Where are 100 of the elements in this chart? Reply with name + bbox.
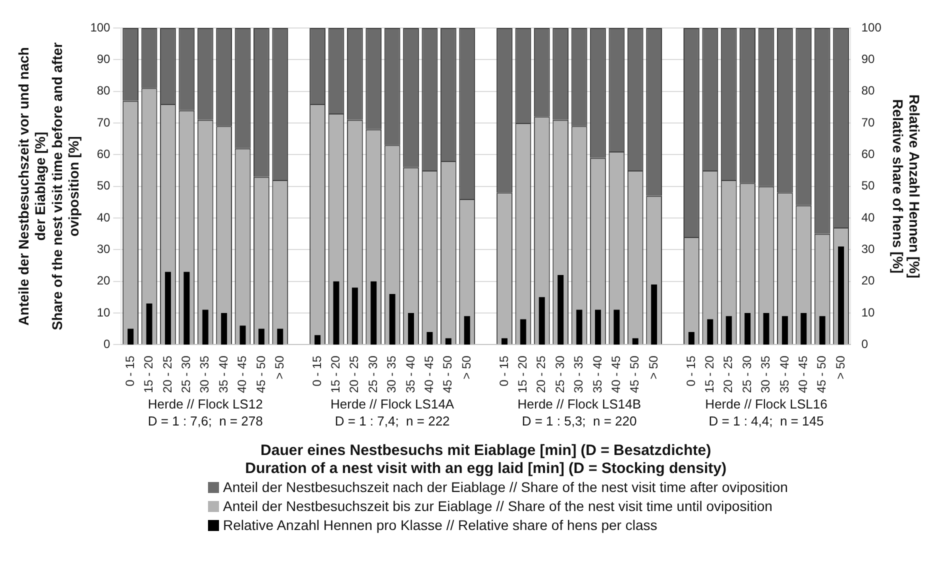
bar (370, 281, 377, 345)
bar (277, 328, 284, 345)
bar (426, 332, 433, 345)
bar (782, 316, 788, 345)
bar (707, 319, 714, 345)
bar (520, 319, 526, 345)
y-tick-label: 40 (96, 210, 111, 224)
legend-label: Relative Anzahl Hennen pro Klasse // Relative share of hens per class (223, 516, 658, 535)
bar (800, 312, 807, 345)
y2-tick-label: 50 (861, 178, 876, 193)
y2-tick-label: 30 (861, 242, 876, 256)
bar (594, 310, 601, 345)
x-tick-label: 45 - 50 (440, 355, 455, 393)
bar (464, 316, 470, 345)
x-tick-label: 0 - 15 (310, 355, 324, 386)
x-tick-label: > 50 (272, 355, 286, 380)
x-tick-label: 25 - 30 (366, 355, 380, 393)
y2-tick-label: 40 (861, 210, 876, 224)
bar (314, 335, 321, 345)
text: Herde // Flock LS12 D = 1 : 7,6; n = 278 (148, 396, 263, 429)
x-tick-label: > 50 (833, 355, 848, 380)
bar (258, 328, 264, 345)
bar (538, 297, 545, 345)
x-tick-label: 35 - 40 (216, 355, 230, 393)
x-tick-label: > 50 (459, 355, 474, 380)
x-tick-label: 15 - 20 (328, 355, 343, 393)
x-tick-label: 15 - 20 (516, 355, 530, 393)
y-tick-label: 50 (96, 178, 111, 193)
x-tick-label: 45 - 50 (254, 355, 268, 393)
bar (352, 288, 358, 345)
x-tick-label: 30 - 35 (198, 355, 212, 393)
y-tick-label: 10 (96, 305, 111, 320)
bar (445, 338, 452, 345)
x-tick-label: 20 - 25 (534, 355, 548, 393)
x-tick-label: 0 - 15 (684, 355, 698, 386)
bar (408, 312, 414, 345)
y-tick-label: 30 (96, 242, 111, 256)
bar (819, 316, 826, 345)
y2-tick-label: 10 (861, 305, 876, 320)
y-axis-title: Anteile der Nestbesuchszeit vor und nach der Eiablage [%] Share of the nest visit time before and after oviposition [%] (15, 42, 82, 330)
x-tick-label: 20 - 25 (721, 355, 736, 393)
y2-axis-title: Relative Anzahl Hennen [%] Relative share of hens [%] (890, 94, 923, 278)
y-tick-label: 100 (90, 20, 111, 34)
legend-label: Anteil der Nestbesuchszeit nach der Eiablage // Share of the nest visit time after oviposition (223, 478, 788, 497)
x-tick-label: > 50 (646, 355, 660, 380)
bar (221, 312, 228, 345)
bar (726, 316, 732, 345)
bar (576, 310, 582, 345)
bar (333, 281, 340, 345)
x-tick-label: 40 - 45 (796, 355, 810, 393)
x-tick-label: 35 - 40 (590, 355, 604, 393)
text: Herde // Flock LS14A D = 1 : 7,4; n = 222 (330, 396, 454, 429)
x-tick-label: 15 - 20 (702, 355, 716, 393)
bar (614, 310, 620, 345)
bar (632, 338, 638, 345)
y2-tick-label: 100 (861, 20, 882, 34)
text: Herde // Flock LSL16 D = 1 : 4,4; n = 145 (705, 396, 828, 429)
text: Herde // Flock LS14B D = 1 : 5,3; n = 220 (518, 396, 642, 429)
bar (146, 303, 152, 345)
x-tick-label: 45 - 50 (628, 355, 642, 393)
x-tick-label: 20 - 25 (347, 355, 362, 393)
bar (763, 312, 770, 345)
bar (558, 274, 564, 345)
y2-tick-label: 80 (861, 84, 876, 98)
y-tick-label: 70 (96, 115, 111, 130)
legend-label: Anteil der Nestbesuchszeit bis zur Eiablage // Share of the nest visit time until oviposition (223, 497, 772, 516)
y2-tick-label: 0 (861, 336, 868, 351)
x-tick-label: 40 - 45 (235, 355, 250, 393)
y2-tick-label: 90 (861, 52, 876, 66)
x-tick-label: 20 - 25 (160, 355, 174, 393)
bar (651, 284, 658, 345)
bar (502, 338, 508, 345)
x-tick-label: 0 - 15 (122, 355, 137, 386)
x-tick-label: 0 - 15 (496, 355, 511, 386)
x-tick-label: 40 - 45 (422, 355, 436, 393)
bar (128, 328, 134, 345)
x-tick-label: 40 - 45 (608, 355, 623, 393)
x-tick-label: 25 - 30 (552, 355, 567, 393)
x-axis-title: Dauer eines Nestbesuchs mit Eiablage [min] (D = Besatzdichte) Duration of a nest visit with an egg laid [min] (D = Stocking density) (245, 442, 726, 478)
x-tick-label: 30 - 35 (384, 355, 399, 393)
y-tick-label: 0 (104, 336, 111, 351)
y-tick-label: 60 (96, 146, 111, 161)
y2-tick-label: 70 (861, 115, 876, 130)
bar (744, 312, 751, 345)
bar (164, 272, 171, 345)
bar (240, 326, 246, 345)
x-tick-label: 45 - 50 (814, 355, 829, 393)
x-tick-label: 35 - 40 (777, 355, 792, 393)
bar (184, 272, 190, 345)
y-tick-label: 90 (96, 52, 111, 66)
y-tick-label: 80 (96, 84, 111, 98)
y2-tick-label: 60 (861, 146, 876, 161)
bar (202, 310, 208, 345)
x-tick-label: 30 - 35 (572, 355, 586, 393)
y-tick-label: 20 (96, 274, 111, 288)
bar (389, 294, 396, 345)
x-tick-label: 30 - 35 (758, 355, 773, 393)
x-tick-label: 25 - 30 (740, 355, 754, 393)
y2-tick-label: 20 (861, 274, 876, 288)
bar (688, 332, 694, 345)
